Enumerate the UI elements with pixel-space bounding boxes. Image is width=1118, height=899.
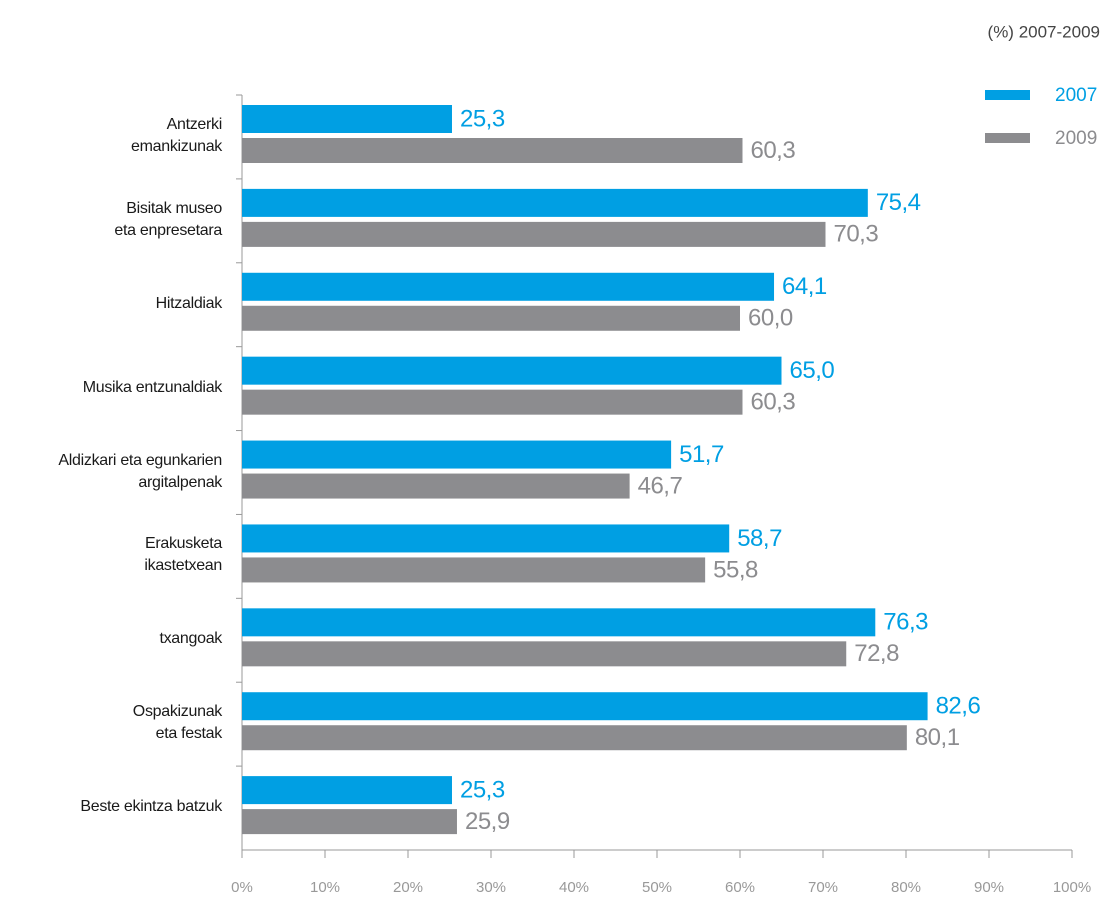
value-label: 25,9 [465,808,510,835]
legend-swatch [985,90,1030,100]
x-tick-label: 20% [393,879,423,896]
bar [242,641,847,667]
value-label: 60,3 [750,389,795,416]
x-tick-label: 60% [725,879,755,896]
x-tick-label: 100% [1053,879,1091,896]
category-label: Erakusketa ikastetxean [144,535,222,575]
bar [242,389,743,415]
x-tick-label: 70% [808,879,838,896]
x-tick-label: 80% [891,879,921,896]
legend-label: 2009 [1055,128,1097,149]
bar [242,473,630,499]
bar [242,440,672,469]
value-label: 82,6 [936,693,981,720]
value-label: 65,0 [790,357,835,384]
bar [242,557,706,583]
x-tick-label: 50% [642,879,672,896]
legend-swatch [985,133,1030,143]
value-label: 25,3 [460,105,505,132]
value-label: 60,0 [748,305,793,332]
bar [242,809,457,835]
bar [242,608,876,637]
value-label: 46,7 [638,472,683,499]
bar [242,272,775,301]
category-label: Musika entzunaldiak [82,378,223,396]
category-label: Hitzaldiak [155,294,223,312]
value-label: 70,3 [833,221,878,248]
value-label: 76,3 [883,609,928,636]
bar [242,524,730,553]
category-label: Antzerki emankizunak [131,116,222,155]
chart-title: (%) 2007-2009 [988,22,1100,41]
value-label: 51,7 [679,441,724,468]
value-label: 64,1 [782,273,827,300]
bar [242,725,907,751]
value-label: 60,3 [750,137,795,164]
value-label: 25,3 [460,776,505,803]
category-label: Bisitak museo eta enpresetara [114,199,222,239]
x-tick-label: 10% [310,879,340,896]
category-label: txangoak [159,630,222,648]
value-label: 80,1 [915,724,960,751]
value-label: 55,8 [713,556,758,583]
x-tick-label: 30% [476,879,506,896]
bar [242,305,740,331]
bar [242,221,826,247]
category-label: Ospakizunak eta festak [132,703,223,743]
bar [242,776,452,805]
bar [242,692,928,721]
category-label: Beste ekintza batzuk [80,798,222,816]
bar [242,105,452,133]
bar [242,188,868,217]
x-tick-label: 40% [559,879,589,896]
legend-label: 2007 [1055,85,1097,106]
category-label: Aldizkari eta egunkarien argitalpenak [58,451,222,491]
bar [242,356,782,385]
value-label: 72,8 [854,640,899,667]
x-tick-label: 90% [974,879,1004,896]
bar [242,138,743,163]
x-tick-label: 0% [231,879,253,896]
value-label: 58,7 [737,525,782,552]
value-label: 75,4 [876,189,921,216]
